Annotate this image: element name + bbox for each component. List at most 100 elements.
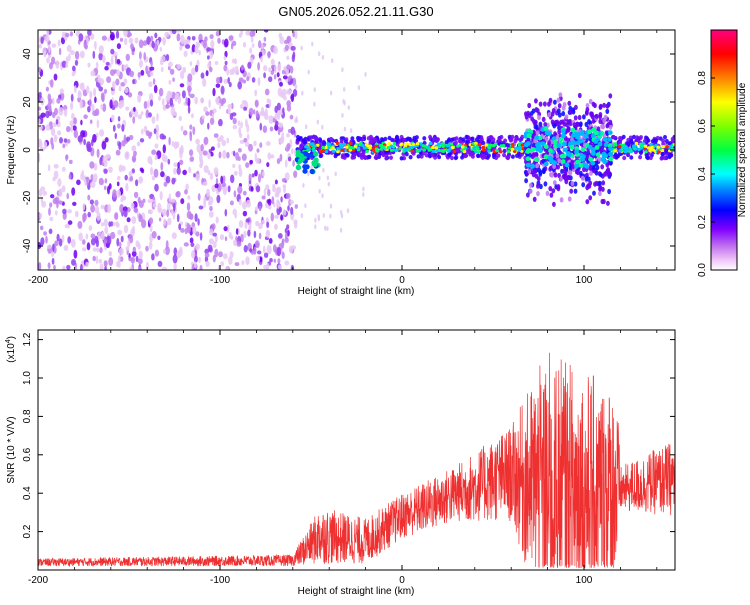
noise-cell [204,256,209,263]
noise-cell [237,185,243,194]
noise-cell [60,36,66,45]
noise-cell [150,166,154,176]
noise-cell [256,148,260,153]
signal-core-cell [375,148,379,153]
noise-cell [168,91,173,97]
burst-cell [528,152,532,158]
noise-cell [123,78,128,85]
noise-cell [141,219,147,229]
noise-cell [100,222,105,227]
signal-core-cell [312,144,317,148]
noise-cell [188,166,192,174]
noise-cell [51,122,57,128]
noise-cell [287,156,292,162]
sparse-noise-cell [318,175,321,181]
noise-cell [258,232,262,240]
noise-cell [250,36,254,43]
signal-band-cell [437,154,442,160]
noise-cell [110,221,114,227]
noise-cell [154,32,158,39]
noise-cell [206,47,212,52]
noise-cell [112,189,117,199]
noise-cell [294,221,298,229]
signal-band-cell [515,153,519,158]
noise-cell [216,194,221,204]
noise-cell [270,212,274,222]
noise-cell [192,226,197,235]
burst-cell [531,132,536,138]
signal-core-cell [378,143,383,148]
burst-cell [543,121,548,128]
noise-cell [239,103,244,109]
noise-cell [274,124,279,131]
noise-cell [185,97,188,105]
burst-core-cell [526,133,532,139]
burst-core-cell [534,135,539,141]
noise-cell [160,171,165,178]
burst-core-cell [552,139,558,145]
noise-cell [270,58,275,66]
burst-cell [581,182,586,188]
signal-band-cell [430,153,435,158]
noise-cell [240,233,244,243]
burst-core-cell [534,157,539,163]
noise-cell [171,177,176,185]
signal-core-cell [517,148,521,152]
noise-cell [58,107,64,116]
noise-cell [203,165,209,174]
noise-cell [78,232,83,242]
noise-cell [180,70,185,80]
noise-cell [141,168,145,174]
burst-cell [536,191,540,197]
burst-cell [582,114,586,120]
noise-cell [284,172,290,181]
noise-cell [39,213,43,219]
noise-cell [139,51,142,60]
noise-cell [44,35,50,43]
noise-cell [245,256,250,265]
noise-cell [164,31,170,37]
burst-cell [550,172,554,178]
noise-cell [100,204,105,210]
noise-cell [287,76,291,82]
noise-cell [283,96,287,101]
burst-cell [564,114,569,120]
burst-cell [552,163,556,169]
sparse-noise-cell [326,226,329,232]
noise-cell [257,77,261,86]
signal-band-cell [481,140,486,146]
burst-cell [528,182,533,188]
burst-cell [556,164,560,170]
noise-cell [218,251,223,258]
burst-cell [552,180,557,186]
noise-cell [124,37,128,46]
noise-cell [281,132,285,140]
noise-cell [195,138,200,145]
signal-band-cell [357,136,362,141]
burst-cell [557,103,562,109]
noise-cell [274,179,278,185]
noise-cell [283,186,286,194]
noise-cell [104,137,109,143]
noise-cell [241,260,245,266]
noise-cell [193,255,198,263]
noise-cell [176,63,181,70]
noise-cell [246,123,250,133]
noise-cell [115,78,120,86]
noise-cell [58,188,63,197]
noise-cell [149,99,154,107]
noise-cell [210,39,215,49]
noise-cell [118,85,122,92]
sparse-noise-cell [343,87,346,92]
noise-cell [128,171,133,177]
noise-cell [267,198,272,206]
noise-cell [143,101,148,109]
noise-cell [110,55,114,65]
noise-cell [252,30,256,37]
spectrogram-ylabel: Frequency (Hz) [6,116,17,185]
noise-cell [160,55,166,62]
burst-cell [556,108,561,114]
burst-cell [564,165,569,172]
noise-cell [291,54,295,63]
